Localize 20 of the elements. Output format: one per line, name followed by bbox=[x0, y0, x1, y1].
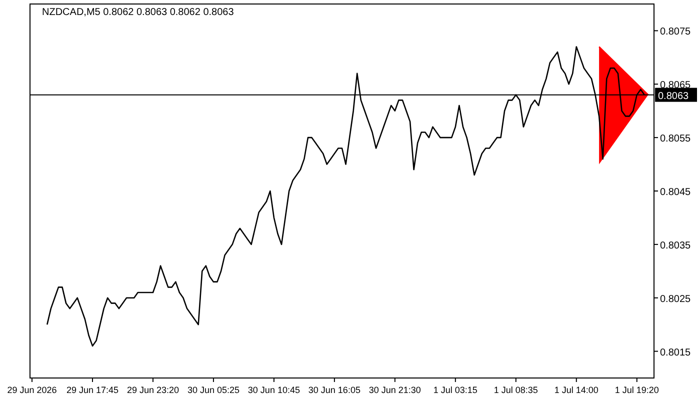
x-tick-label: 1 Jul 03:15 bbox=[433, 385, 478, 395]
x-tick-label: 30 Jun 10:45 bbox=[248, 385, 300, 395]
x-tick-label: 30 Jun 21:30 bbox=[368, 385, 421, 395]
chart-title: NZDCAD,M5 0.8062 0.8063 0.8062 0.8063 bbox=[42, 7, 234, 18]
y-tick-label: 0.8075 bbox=[660, 26, 692, 38]
x-tick-label: 30 Jun 16:05 bbox=[308, 385, 360, 395]
x-tick-label: 1 Jul 19:20 bbox=[614, 385, 659, 395]
y-tick-label: 0.8025 bbox=[660, 294, 692, 305]
x-tick-label: 1 Jul 14:00 bbox=[554, 385, 598, 395]
y-tick-label: 0.8035 bbox=[660, 240, 692, 252]
y-tick-label: 0.8065 bbox=[660, 80, 692, 92]
x-tick-label: 29 Jun 2026 bbox=[7, 385, 57, 395]
y-tick-label: 0.8015 bbox=[660, 347, 692, 358]
y-tick-label: 0.8055 bbox=[660, 134, 692, 145]
x-tick-label: 1 Jul 08:35 bbox=[494, 385, 538, 395]
x-tick-label: 29 Jun 17:45 bbox=[66, 385, 119, 395]
x-tick-label: 30 Jun 05:25 bbox=[187, 385, 240, 395]
y-tick-label: 0.8045 bbox=[660, 187, 692, 198]
x-tick-label: 29 Jun 23:20 bbox=[126, 385, 179, 395]
ref-line-label: 0.8063 bbox=[658, 90, 690, 102]
